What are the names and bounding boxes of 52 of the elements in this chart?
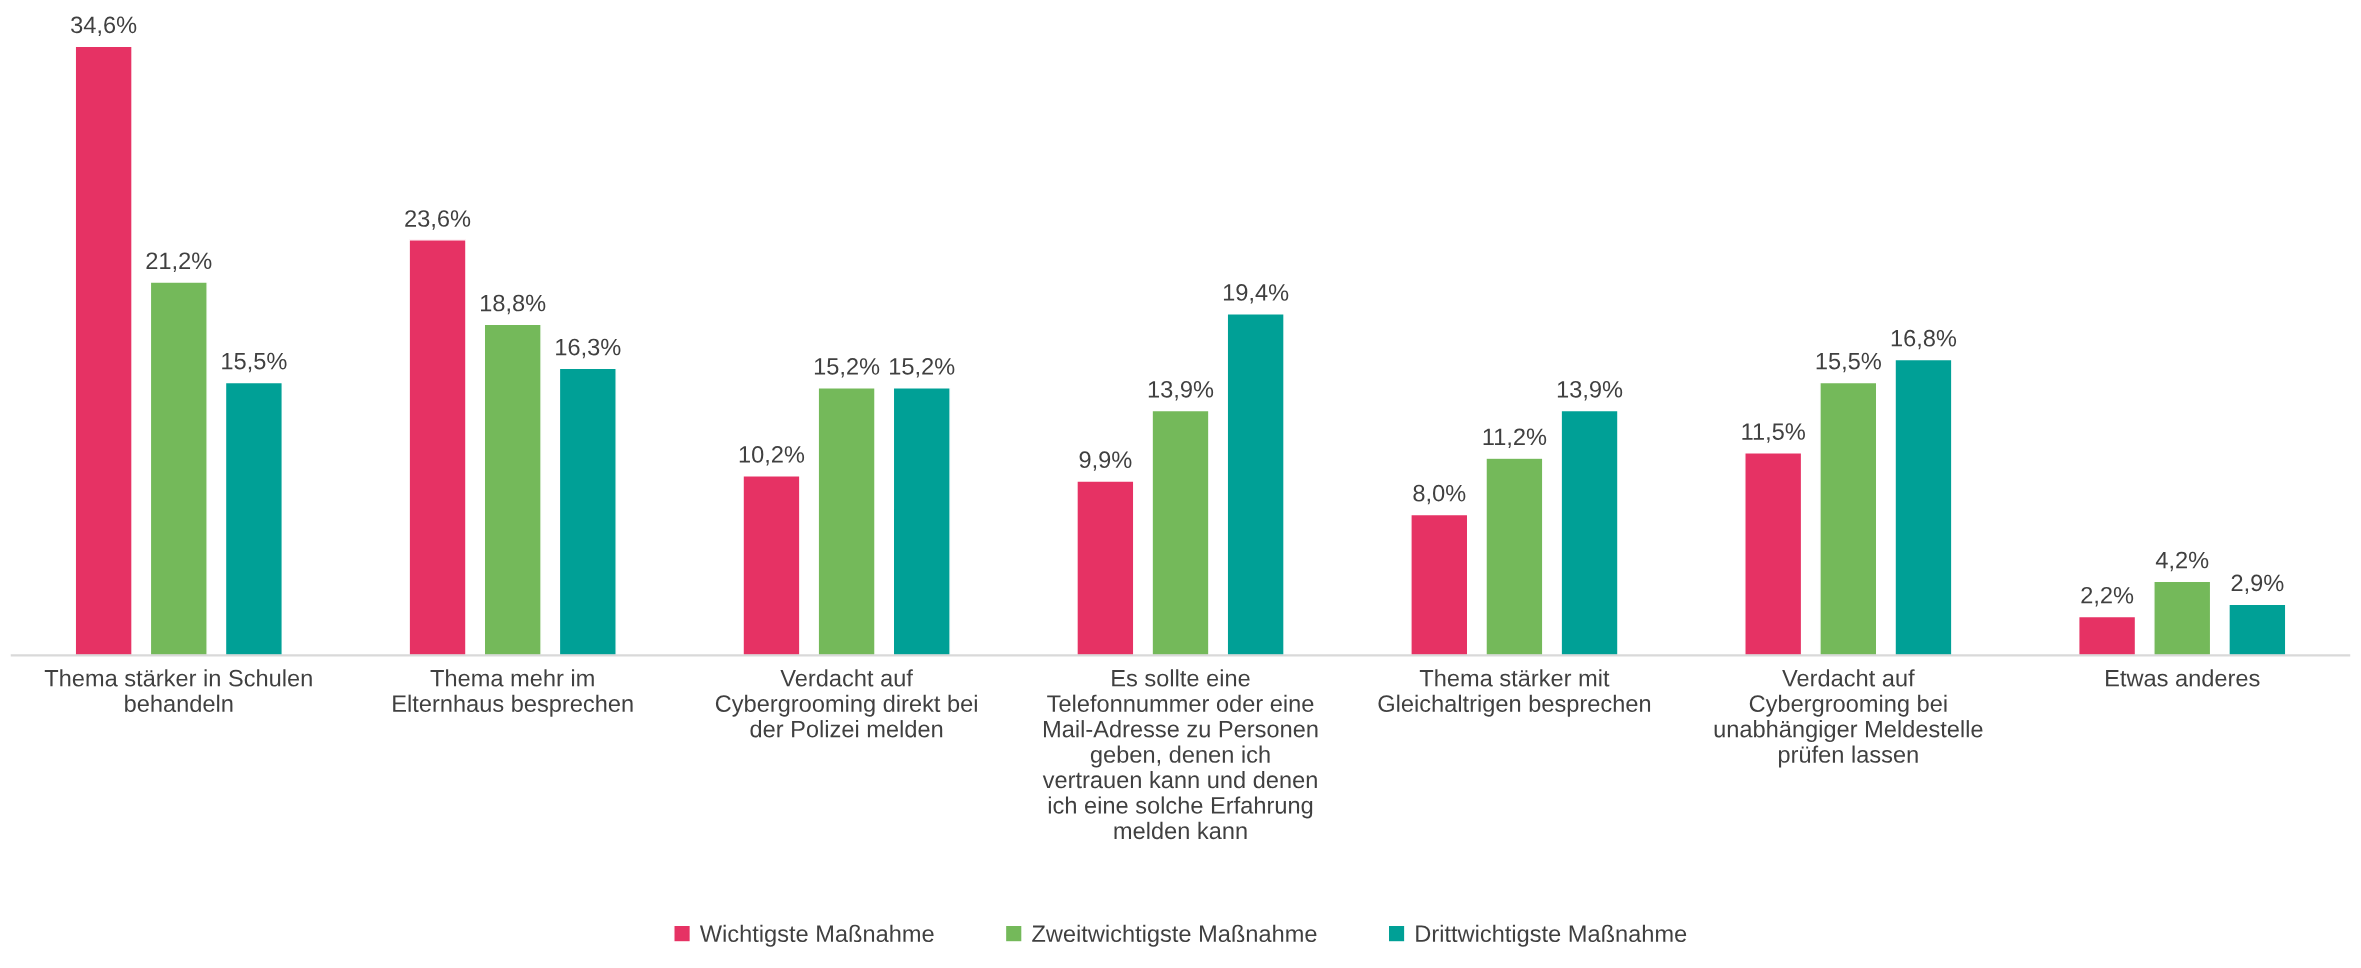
data-label: 18,8% bbox=[481, 294, 546, 315]
data-label: 9,9% bbox=[1079, 451, 1132, 471]
bar bbox=[742, 475, 801, 656]
x-tick-label: Thema mehr im Elternhaus besprechen bbox=[393, 669, 633, 717]
data-label: 11,2% bbox=[1483, 428, 1547, 448]
bar bbox=[224, 381, 283, 656]
data-label: 13,9% bbox=[1148, 380, 1214, 401]
legend-label: Wichtigste Maßnahme bbox=[699, 924, 934, 947]
x-tick-label: Thema stärker in Schulen behandeln bbox=[44, 669, 312, 712]
data-label: 16,8% bbox=[1891, 329, 1957, 350]
data-label: 21,2% bbox=[146, 252, 212, 272]
bar bbox=[2228, 603, 2287, 656]
x-tick-label: Thema stärker mit Gleichaltrigen besprechen bbox=[1378, 669, 1651, 717]
x-tick-label: Verdacht auf Cybergrooming direkt bei der Polizei melden bbox=[715, 669, 977, 738]
bar bbox=[1226, 313, 1285, 656]
data-label: 2,9% bbox=[2231, 574, 2284, 595]
bar bbox=[1744, 452, 1803, 656]
data-label: 16,3% bbox=[556, 338, 621, 359]
bar bbox=[1894, 358, 1953, 656]
data-label: 15,5% bbox=[1816, 352, 1881, 373]
bar bbox=[892, 387, 951, 656]
data-label: 15,2% bbox=[890, 358, 955, 378]
legend-label: Drittwichtigste Maßnahme bbox=[1416, 924, 1687, 947]
bar bbox=[1560, 409, 1619, 656]
bar bbox=[483, 323, 542, 656]
bar bbox=[817, 387, 876, 656]
data-label: 8,0% bbox=[1413, 484, 1466, 505]
data-label: 11,5% bbox=[1742, 423, 1805, 443]
bar bbox=[2153, 580, 2212, 656]
data-label: 2,2% bbox=[2081, 586, 2134, 607]
data-label: 34,6% bbox=[71, 16, 137, 37]
x-tick-label: Etwas anderes bbox=[2106, 669, 2260, 687]
data-label: 15,2% bbox=[814, 358, 880, 378]
data-label: 15,5% bbox=[222, 352, 287, 373]
bar bbox=[1151, 409, 1210, 656]
bar bbox=[1076, 480, 1135, 656]
data-label: 23,6% bbox=[405, 210, 471, 230]
bar bbox=[74, 45, 133, 656]
bar bbox=[1485, 457, 1544, 656]
data-label: 4,2% bbox=[2155, 551, 2209, 572]
bar bbox=[558, 367, 617, 656]
bar bbox=[2078, 615, 2137, 656]
bar bbox=[149, 281, 208, 656]
data-label: 13,9% bbox=[1557, 380, 1623, 401]
bar bbox=[1410, 513, 1469, 656]
data-label: 10,2% bbox=[739, 446, 805, 466]
bar bbox=[408, 239, 467, 656]
x-tick-label: Es sollte eine Telefonnummer oder eine Mail-Adresse zu Personen geben, denen ich vertrauen kann und denen ich eine solche Erfahrung melden kann bbox=[1042, 669, 1318, 840]
x-tick-label: Verdacht auf Cybergrooming bei unabhängiger Meldestelle prüfen lassen bbox=[1714, 669, 1983, 768]
legend-label: Zweitwichtigste Maßnahme bbox=[1032, 924, 1317, 947]
bar bbox=[1819, 381, 1878, 656]
data-label: 19,4% bbox=[1223, 284, 1289, 304]
